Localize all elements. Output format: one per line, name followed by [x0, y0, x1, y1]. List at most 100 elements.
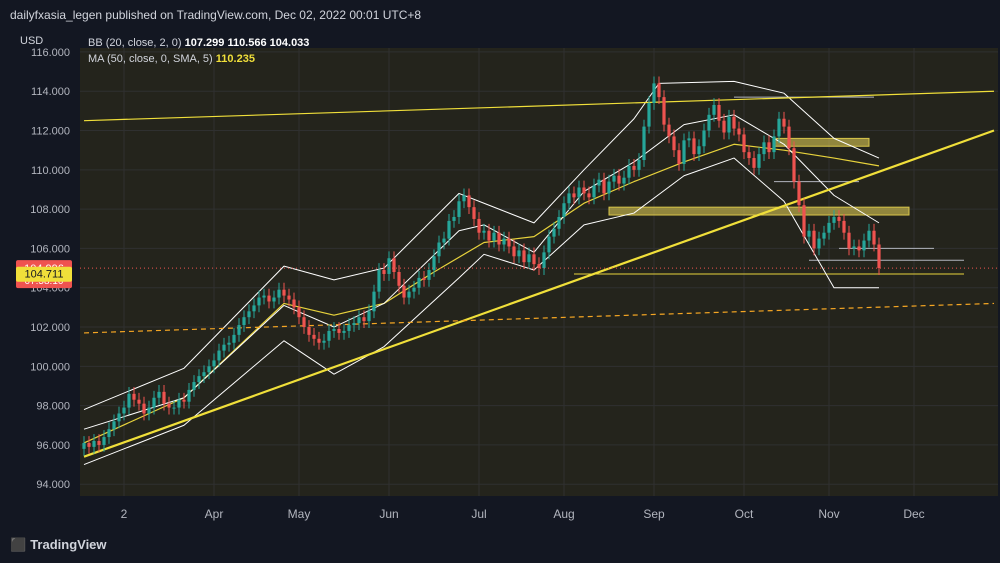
candle-body	[517, 250, 521, 257]
candle-body	[167, 403, 171, 408]
candle-body	[667, 124, 671, 137]
candle-body	[622, 177, 626, 184]
candle-body	[227, 342, 231, 345]
candle-body	[462, 195, 466, 202]
candle-body	[337, 328, 341, 333]
trendline	[83, 129, 995, 458]
candle-body	[207, 366, 211, 373]
y-tick-label: 100.000	[30, 361, 70, 373]
indicator-legend-row: MA (50, close, 0, SMA, 5) 110.235	[88, 53, 255, 65]
candle-body	[872, 230, 876, 245]
candle-body	[482, 230, 486, 233]
candle-body	[552, 228, 556, 237]
price-chart[interactable]: 94.000 96.000 98.000 100.000 102.000 104.000 1…	[0, 28, 1000, 528]
candle-body	[447, 220, 451, 239]
candle-body	[277, 289, 281, 298]
candle-body	[612, 175, 616, 182]
candle-body	[187, 389, 191, 402]
candle-body	[312, 334, 316, 339]
candle-body	[717, 104, 721, 121]
indicator-params: (50, close, 0, SMA, 5)	[107, 53, 216, 65]
candle-body	[197, 376, 201, 383]
candle-body	[217, 350, 221, 361]
candle-body	[647, 103, 651, 127]
candle-body	[252, 305, 256, 312]
candle-body	[617, 175, 621, 184]
candle-body	[802, 205, 806, 237]
candle-body	[682, 140, 686, 164]
x-tick-label: Jul	[471, 507, 486, 521]
candle-body	[147, 407, 151, 414]
candle-body	[317, 338, 321, 343]
x-tick-label: 2	[121, 507, 128, 521]
candle-body	[737, 128, 741, 135]
candle-body	[322, 340, 326, 343]
candle-body	[572, 193, 576, 198]
candle-body	[417, 277, 421, 288]
candle-body	[292, 299, 296, 308]
trendline	[83, 90, 995, 122]
candle-body	[707, 114, 711, 131]
tradingview-logo[interactable]: ⬛ TradingView	[10, 537, 107, 553]
candle-body	[542, 252, 546, 269]
candle-body	[372, 291, 376, 312]
candle-body	[537, 264, 541, 269]
candle-body	[767, 142, 771, 153]
candle-body	[662, 97, 666, 125]
candle-body	[807, 230, 811, 237]
y-axis: 94.00096.00098.000100.000102.000104.0001…	[20, 35, 70, 491]
trendlines	[83, 90, 995, 458]
candle-body	[457, 201, 461, 217]
candle-body	[592, 185, 596, 198]
candle-body	[137, 399, 141, 404]
x-tick-label: Jun	[379, 507, 398, 521]
candle-body	[632, 165, 636, 170]
y-tick-label: 98.000	[36, 401, 70, 413]
candle-body	[822, 232, 826, 239]
candle-body	[797, 181, 801, 206]
indicator-value: 110.235	[216, 53, 255, 65]
candle-body	[847, 232, 851, 249]
candle-body	[532, 254, 536, 265]
candle-body	[777, 118, 781, 137]
candle-body	[287, 295, 291, 300]
candle-body	[267, 295, 271, 302]
candle-body	[702, 130, 706, 147]
candle-body	[742, 134, 746, 153]
candle-body	[792, 148, 796, 182]
candle-body	[812, 230, 816, 249]
candle-body	[257, 297, 261, 306]
candle-body	[247, 311, 251, 318]
candle-body	[397, 272, 401, 286]
tv-logo-icon: ⬛	[10, 538, 27, 553]
candle-body	[352, 323, 356, 326]
candle-body	[867, 230, 871, 241]
candle-body	[497, 232, 501, 245]
candle-body	[772, 136, 776, 153]
candle-body	[712, 104, 716, 115]
candle-body	[362, 317, 366, 322]
candle-body	[657, 83, 661, 98]
x-tick-label: Dec	[903, 507, 924, 521]
candle-body	[817, 238, 821, 249]
candle-body	[677, 150, 681, 164]
candle-body	[237, 325, 241, 335]
candle-body	[202, 372, 206, 377]
bb-upper-line	[83, 80, 880, 411]
candle-body	[177, 399, 181, 408]
x-tick-label: Nov	[818, 507, 839, 521]
candle-body	[877, 244, 881, 269]
candle-body	[192, 382, 196, 390]
chart-canvas[interactable]: 94.00096.00098.000100.000102.000104.0001…	[0, 28, 1000, 528]
candle-body	[222, 344, 226, 351]
candle-body	[127, 393, 131, 408]
candle-body	[232, 334, 236, 343]
candle-body	[697, 146, 701, 155]
y-tick-label: 108.000	[30, 204, 70, 216]
candle-body	[842, 220, 846, 233]
candle-body	[392, 258, 396, 272]
candle-body	[507, 238, 511, 247]
candle-body	[172, 407, 176, 409]
indicator-legend: BB (20, close, 2, 0) 107.299 110.566 104…	[88, 37, 309, 65]
candle-body	[747, 152, 751, 159]
